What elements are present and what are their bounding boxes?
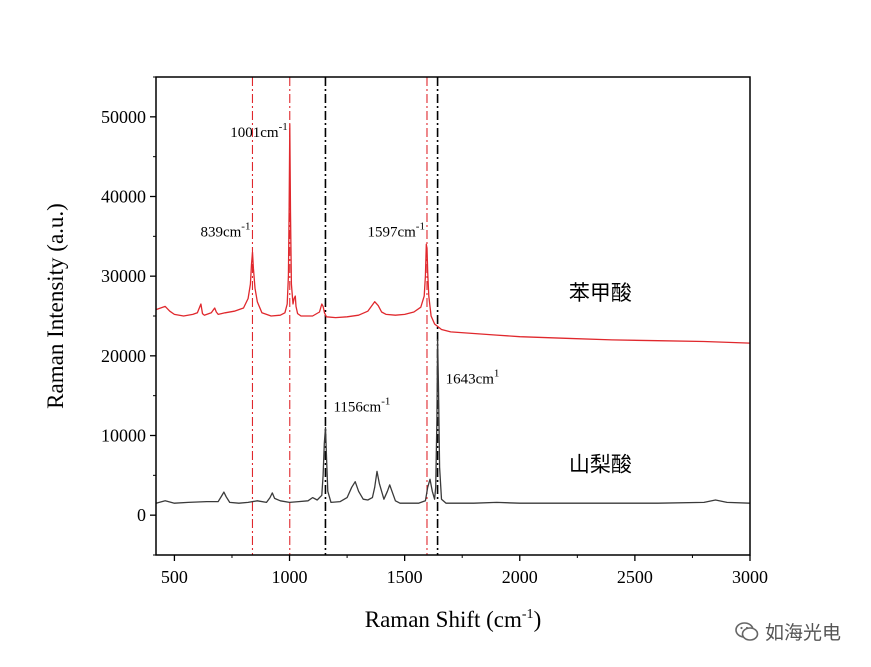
series-label-0: 苯甲酸 — [569, 281, 632, 305]
peak-label: 1001cm-1 — [230, 121, 288, 141]
watermark: 如海光电 — [735, 618, 841, 645]
x-tick-label: 2500 — [617, 567, 653, 587]
y-axis-title: Raman Intensity (a.u.) — [43, 203, 68, 409]
x-axis-title-end: ) — [534, 607, 542, 632]
y-tick-label: 0 — [137, 505, 146, 525]
x-axis-title: Raman Shift (cm-1) — [365, 607, 541, 632]
peak-label: 1597cm-1 — [367, 220, 425, 240]
x-tick-label: 3000 — [732, 567, 768, 587]
series-line-0 — [155, 124, 751, 344]
series-line-1 — [155, 339, 751, 504]
plot-frame — [155, 76, 751, 556]
y-axis: 0 10000 20000 30000 40000 50000 — [101, 76, 156, 556]
series-label-1: 山梨酸 — [569, 452, 632, 476]
y-tick-label: 10000 — [101, 426, 146, 446]
reference-lines — [251, 77, 439, 555]
x-tick-label: 1500 — [387, 567, 423, 587]
peak-label: 1643cm1 — [446, 368, 500, 388]
y-tick-label: 40000 — [101, 187, 146, 207]
x-tick-label: 500 — [161, 567, 188, 587]
series-group — [155, 124, 751, 504]
y-tick-label: 50000 — [101, 107, 146, 127]
peak-label: 1156cm-1 — [333, 396, 390, 416]
x-tick-label: 2000 — [502, 567, 538, 587]
x-axis-title-main: Raman Shift (cm — [365, 607, 522, 632]
x-axis: 500 1000 1500 2000 2500 3000 — [161, 555, 768, 587]
watermark-text: 如海光电 — [764, 622, 841, 644]
wechat-icon — [735, 621, 759, 641]
y-tick-label: 30000 — [101, 266, 146, 286]
peak-annotations: 839cm-1 1001cm-1 1597cm-1 1156cm-1 1643cm1 — [200, 121, 499, 416]
x-tick-label: 1000 — [272, 567, 308, 587]
x-axis-title-sup: -1 — [522, 607, 534, 622]
y-tick-label: 20000 — [101, 346, 146, 366]
peak-label: 839cm-1 — [200, 220, 250, 240]
